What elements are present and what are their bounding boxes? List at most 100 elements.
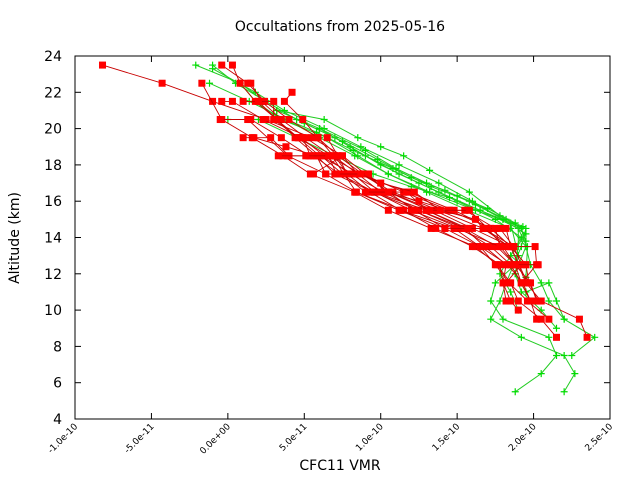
green-series-22 — [224, 116, 568, 323]
x-axis: -1.0e-10 -5.0e-11 0.0e+00 5.0e-11 1.0e-10 1.5… — [46, 56, 615, 457]
data-point-square — [410, 206, 418, 214]
data-point-square — [499, 243, 507, 251]
data-point-plus — [465, 188, 473, 196]
data-point-square — [481, 243, 489, 251]
data-point-square — [523, 297, 531, 305]
data-point-square — [322, 170, 330, 178]
red-series-8 — [280, 88, 530, 269]
data-point-square — [299, 116, 307, 124]
data-point-square — [288, 88, 296, 96]
data-point-square — [415, 197, 423, 205]
data-point-plus — [517, 333, 525, 341]
x-tick-label: 2.5e-10 — [584, 422, 616, 454]
data-point-square — [523, 279, 531, 287]
data-point-square — [309, 170, 317, 178]
data-point-plus — [560, 315, 568, 323]
data-point-plus — [320, 116, 328, 124]
data-point-square — [507, 297, 515, 305]
data-point-plus — [545, 333, 553, 341]
data-point-square — [236, 79, 244, 87]
data-point-square — [285, 116, 293, 124]
data-point-square — [496, 224, 504, 232]
data-point-square — [505, 243, 513, 251]
data-point-plus — [426, 166, 434, 174]
data-point-square — [514, 306, 522, 314]
data-point-square — [517, 279, 525, 287]
green-series-23 — [273, 106, 530, 245]
data-point-square — [468, 243, 476, 251]
plot-frame — [74, 55, 611, 420]
data-point-plus — [361, 146, 369, 154]
data-point-square — [426, 206, 434, 214]
data-point-plus — [453, 192, 461, 200]
data-point-plus — [423, 179, 431, 187]
data-point-square — [259, 116, 267, 124]
y-axis: 4 6 8 10 12 14 16 18 20 22 24 — [44, 49, 610, 428]
series-line — [221, 100, 538, 320]
data-point-plus — [435, 179, 443, 187]
data-point-square — [239, 97, 247, 105]
y-tick-label: 8 — [53, 339, 62, 355]
data-point-square — [575, 315, 583, 323]
data-point-plus — [522, 230, 530, 238]
data-point-plus — [400, 152, 408, 160]
data-point-plus — [537, 279, 545, 287]
x-tick-label: 2.0e-10 — [507, 422, 539, 454]
y-tick-label: 16 — [44, 194, 62, 210]
data-point-square — [332, 170, 340, 178]
x-tick-label: 0.0e+00 — [198, 422, 233, 457]
data-point-square — [277, 134, 285, 142]
data-point-plus — [571, 370, 579, 378]
data-point-square — [334, 152, 342, 160]
data-point-plus — [192, 61, 200, 69]
data-point-square — [534, 261, 542, 269]
data-point-square — [325, 152, 333, 160]
data-point-square — [364, 170, 372, 178]
data-point-plus — [427, 183, 435, 191]
data-point-square — [502, 297, 510, 305]
data-point-square — [545, 315, 553, 323]
data-point-square — [218, 97, 226, 105]
data-point-square — [384, 206, 392, 214]
data-point-square — [410, 188, 418, 196]
data-point-square — [487, 243, 495, 251]
data-point-square — [228, 97, 236, 105]
data-point-square — [302, 152, 310, 160]
series-line — [273, 113, 527, 266]
data-point-square — [282, 143, 290, 151]
data-point-square — [510, 243, 518, 251]
data-point-square — [502, 279, 510, 287]
data-point-square — [218, 61, 226, 69]
data-point-square — [158, 79, 166, 87]
chart-title: Occultations from 2025-05-16 — [235, 19, 445, 35]
data-point-plus — [499, 315, 507, 323]
data-point-plus — [545, 297, 553, 305]
data-point-plus — [491, 279, 499, 287]
data-point-plus — [568, 351, 576, 359]
red-series-9 — [216, 116, 522, 314]
y-tick-label: 22 — [44, 85, 62, 101]
data-point-plus — [553, 351, 560, 359]
series-line — [231, 64, 538, 302]
series-line — [326, 137, 501, 247]
data-point-square — [514, 297, 522, 305]
data-point-plus — [384, 170, 392, 178]
data-point-plus — [496, 297, 504, 305]
data-point-square — [239, 134, 247, 142]
data-point-square — [471, 215, 479, 223]
data-point-plus — [446, 194, 453, 202]
series-line — [102, 64, 588, 338]
data-point-square — [537, 315, 545, 323]
data-point-plus — [351, 152, 359, 160]
data-point-square — [491, 224, 499, 232]
y-tick-label: 12 — [44, 267, 62, 283]
x-tick-label: 1.5e-10 — [431, 422, 463, 454]
data-point-square — [277, 116, 285, 124]
data-point-square — [247, 79, 255, 87]
data-point-square — [280, 97, 288, 105]
y-tick-label: 24 — [44, 49, 62, 65]
data-point-plus — [519, 223, 527, 231]
data-point-square — [476, 243, 484, 251]
red-series-16 — [274, 152, 513, 251]
